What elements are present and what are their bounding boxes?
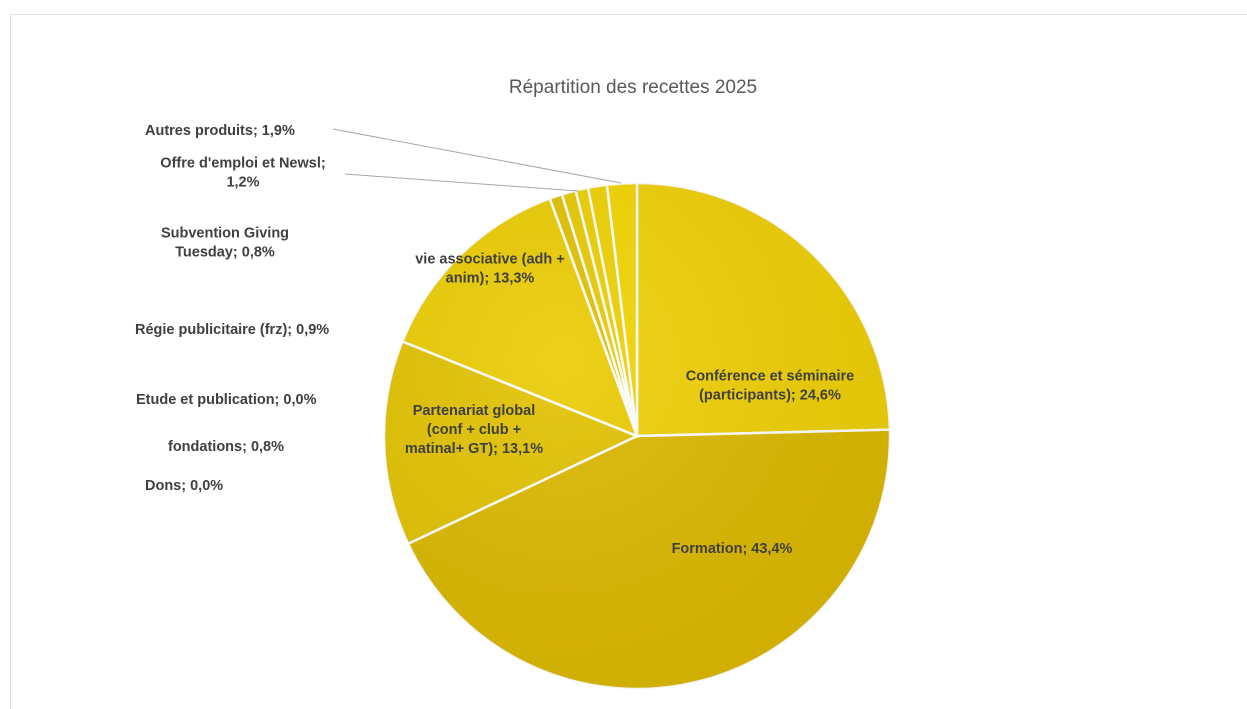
chart-title: Répartition des recettes 2025 bbox=[509, 77, 757, 98]
slice-label: Dons; 0,0% bbox=[145, 478, 223, 494]
slice-label: fondations; 0,8% bbox=[168, 439, 284, 455]
slice-label: Autres produits; 1,9% bbox=[145, 123, 295, 139]
slice-label: Conférence et séminaire (participants); 2… bbox=[686, 369, 854, 404]
slice-label: Régie publicitaire (frz); 0,9% bbox=[135, 322, 329, 338]
slice-label: Formation; 43,4% bbox=[672, 541, 793, 557]
slice-label: Offre d'emploi et Newsl; 1,2% bbox=[160, 156, 325, 191]
slice-label: Etude et publication; 0,0% bbox=[136, 392, 317, 408]
chart-area bbox=[10, 14, 1247, 709]
label-leader-line bbox=[344, 173, 579, 192]
label-leader-line bbox=[332, 128, 622, 184]
slice-label: Partenariat global (conf + club + matinal+… bbox=[405, 403, 543, 457]
slice-label: Subvention Giving Tuesday; 0,8% bbox=[161, 226, 289, 261]
pie-labels: Conférence et séminaire (participants); 2… bbox=[135, 123, 854, 557]
slice-label: vie associative (adh + anim); 13,3% bbox=[415, 252, 565, 287]
